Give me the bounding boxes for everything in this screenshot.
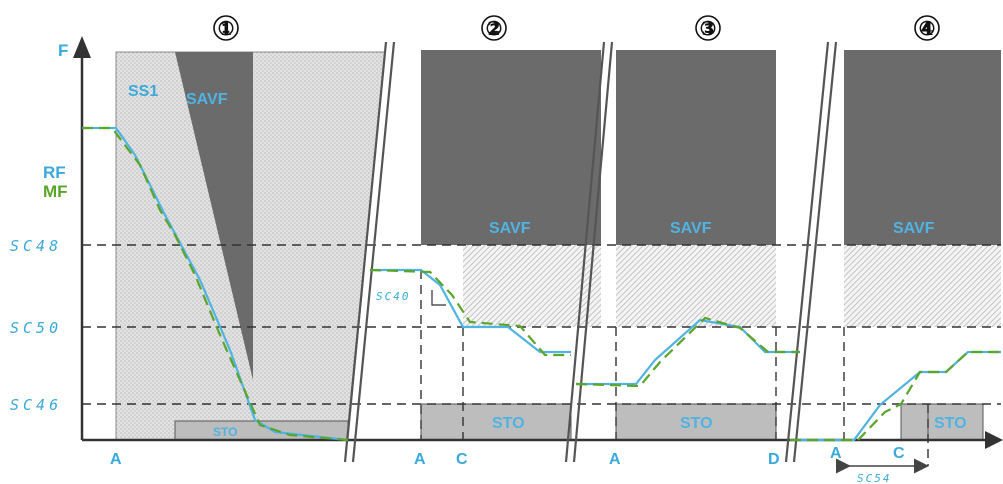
x-label-a3: A xyxy=(609,451,621,468)
rf-curve-2 xyxy=(370,268,571,354)
x-label-a2: A xyxy=(414,451,426,468)
savf-label-1: SAVF xyxy=(186,91,228,108)
svg-text:④: ④ xyxy=(918,18,935,40)
mf-curve-1 xyxy=(82,126,349,442)
savf-block-3 xyxy=(616,50,776,245)
sto-label-3: STO xyxy=(680,415,713,432)
break-mark-2 xyxy=(564,41,614,463)
mf-label: MF xyxy=(43,182,68,201)
section-number-2: ② xyxy=(481,15,507,41)
sc40-slope-indicator xyxy=(431,290,446,306)
y-axis-arrow-icon xyxy=(73,36,91,58)
y-axis-label: F xyxy=(58,41,68,60)
rf-curve-1 xyxy=(82,126,349,442)
level-label-sc50: SC50 xyxy=(10,319,62,337)
x-axis-arrow-icon xyxy=(985,431,1003,449)
section-number-3: ③ xyxy=(695,15,721,41)
break-mark-1 xyxy=(343,41,396,463)
svg-text:②: ② xyxy=(485,18,502,40)
savf-label-2: SAVF xyxy=(489,220,531,237)
section-digit-1: 1 xyxy=(219,18,232,40)
x-label-d3: D xyxy=(768,451,780,468)
sto-label-2: STO xyxy=(492,415,525,432)
sto-step-4a xyxy=(900,403,929,441)
sc40-label: SC40 xyxy=(376,290,411,303)
rf-curve-3 xyxy=(576,318,800,386)
section-number-1: ① xyxy=(213,15,239,41)
savf-block-4 xyxy=(844,50,1001,245)
x-label-a4: A xyxy=(830,445,842,462)
mf-curve-2 xyxy=(369,268,571,357)
savf-label-3: SAVF xyxy=(670,220,712,237)
hatch-region-4 xyxy=(844,245,1001,327)
break-mark-3 xyxy=(784,41,838,463)
ss1-label: SS1 xyxy=(128,83,158,100)
mf-curve-3 xyxy=(575,316,800,388)
section-number-4: ④ xyxy=(914,15,940,41)
hatch-region-3 xyxy=(616,245,776,327)
savf-label-4: SAVF xyxy=(893,220,935,237)
sto-label-4: STO xyxy=(934,415,967,432)
svg-text:③: ③ xyxy=(699,18,716,40)
level-label-sc48: SC48 xyxy=(10,237,62,255)
section-digit-2: 2 xyxy=(487,18,500,40)
x-label-a1: A xyxy=(110,451,122,468)
svg-text:①: ① xyxy=(217,18,234,40)
savf-triangle xyxy=(175,52,253,380)
section-digit-3: 3 xyxy=(701,18,714,40)
mf-curve-4 xyxy=(790,350,1001,442)
section-digit-4: 4 xyxy=(920,18,933,40)
hatch-region-2 xyxy=(463,245,601,327)
savf-block-2 xyxy=(421,50,601,245)
rf-label: RF xyxy=(43,163,66,182)
x-label-c2: C xyxy=(456,451,468,468)
x-label-c4: C xyxy=(893,445,905,462)
level-label-sc46: SC46 xyxy=(10,396,62,414)
sto-label-1: STO xyxy=(213,425,237,439)
sc54-label: SC54 xyxy=(857,472,892,484)
